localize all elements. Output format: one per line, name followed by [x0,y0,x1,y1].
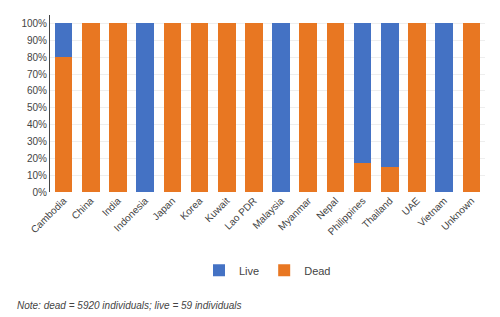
svg-text:Indonesia: Indonesia [112,195,151,234]
svg-text:Vietnam: Vietnam [416,195,450,229]
svg-text:Myanmar: Myanmar [276,195,314,233]
svg-text:90%: 90% [27,35,47,46]
svg-text:10%: 10% [27,170,47,181]
svg-text:Cambodia: Cambodia [29,195,69,235]
svg-text:Unknown: Unknown [439,195,476,232]
svg-text:India: India [100,195,123,218]
svg-text:Nepal: Nepal [314,195,340,221]
svg-text:Dead: Dead [304,265,330,277]
svg-text:Japan: Japan [150,195,177,222]
svg-text:20%: 20% [27,153,47,164]
svg-text:30%: 30% [27,136,47,147]
svg-text:80%: 80% [27,52,47,63]
svg-text:50%: 50% [27,102,47,113]
svg-text:Note: dead = 5920 individuals;: Note: dead = 5920 individuals; live = 59… [17,300,242,311]
svg-text:40%: 40% [27,119,47,130]
svg-text:100%: 100% [21,18,47,29]
svg-text:Kuwait: Kuwait [203,195,232,224]
svg-text:0%: 0% [33,187,48,198]
svg-text:UAE: UAE [400,195,423,218]
svg-text:China: China [69,195,96,222]
svg-text:60%: 60% [27,85,47,96]
svg-text:Live: Live [239,265,259,277]
svg-text:70%: 70% [27,69,47,80]
svg-text:Thailand: Thailand [360,195,395,230]
svg-text:Philippines: Philippines [326,195,368,237]
svg-text:Malaysia: Malaysia [250,195,286,231]
svg-text:Lao PDR: Lao PDR [222,195,258,231]
svg-text:Korea: Korea [178,195,205,222]
